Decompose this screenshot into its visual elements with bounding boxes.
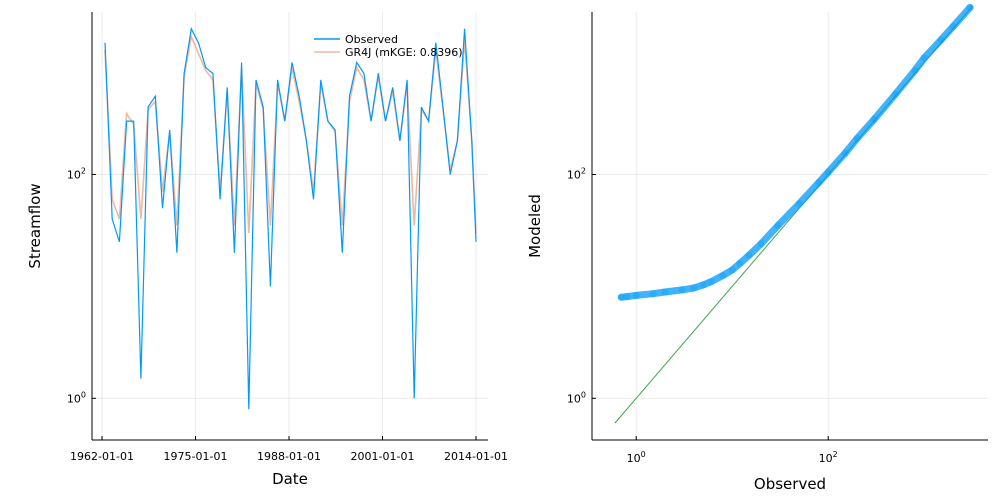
scatter-point — [728, 266, 736, 274]
scatter-point — [661, 288, 669, 296]
legend-label-observed: Observed — [345, 33, 398, 46]
left-x-axis-label: Date — [272, 470, 308, 488]
scatter-point — [841, 149, 849, 157]
scatter-point — [632, 291, 640, 299]
right-grid — [592, 12, 988, 440]
scatter-point — [690, 284, 698, 292]
right-x-ticks: 100 102 — [627, 436, 838, 465]
scatter-point — [815, 178, 823, 186]
observed-vs-modeled-panel: 100 102 100 102 Observed Modeled — [526, 4, 988, 493]
scatter-point — [757, 240, 765, 248]
scatter-point — [795, 200, 803, 208]
legend: Observed GR4J (mKGE: 0.8396) — [314, 33, 463, 59]
scatter-point — [745, 251, 753, 259]
right-x-tick-label: 100 — [627, 450, 646, 465]
scatter-point — [870, 115, 878, 123]
left-x-tick-label: 2001-01-01 — [351, 450, 415, 463]
left-x-tick-label: 1962-01-01 — [70, 450, 134, 463]
right-y-axis-label: Modeled — [526, 194, 544, 258]
scatter-point — [949, 22, 957, 30]
left-x-tick-label: 1975-01-01 — [164, 450, 228, 463]
scatter-point — [719, 272, 727, 280]
right-y-ticks: 100 102 — [567, 166, 596, 405]
scatter-point — [891, 90, 899, 98]
left-x-tick-label: 1988-01-01 — [257, 450, 321, 463]
left-x-tick-label: 2014-01-01 — [444, 450, 508, 463]
scatter-point — [920, 54, 928, 62]
right-y-tick-label: 100 — [567, 390, 586, 405]
scatter-point — [736, 260, 744, 268]
scatter-point — [623, 293, 631, 301]
left-y-ticks: 100 102 — [67, 166, 96, 405]
scatter-density-band — [617, 4, 974, 301]
scatter-point — [649, 290, 657, 298]
right-y-tick-label: 102 — [567, 166, 586, 181]
scatter-point — [824, 168, 832, 176]
legend-label-gr4j: GR4J (mKGE: 0.8396) — [345, 46, 463, 59]
scatter-point — [699, 281, 707, 289]
scatter-point — [937, 36, 945, 44]
left-series-lines — [104, 26, 477, 410]
right-x-tick-label: 102 — [819, 450, 838, 465]
left-y-axis-label: Streamflow — [26, 183, 44, 268]
scatter-point — [911, 66, 919, 74]
observed-series-line — [104, 26, 477, 410]
right-x-axis-label: Observed — [754, 475, 826, 493]
streamflow-timeseries-panel: 1962-01-01 1975-01-01 1988-01-01 2001-01-01… — [26, 12, 508, 488]
scatter-point — [774, 221, 782, 229]
right-series — [614, 4, 974, 424]
scatter-point — [617, 293, 625, 301]
scatter-point — [678, 286, 686, 294]
left-y-tick-label: 102 — [67, 166, 86, 181]
scatter-point — [707, 278, 715, 286]
scatter-point — [966, 4, 974, 12]
scatter-point — [853, 134, 861, 142]
left-y-tick-label: 100 — [67, 390, 86, 405]
left-x-ticks: 1962-01-01 1975-01-01 1988-01-01 2001-01-01… — [70, 436, 508, 463]
